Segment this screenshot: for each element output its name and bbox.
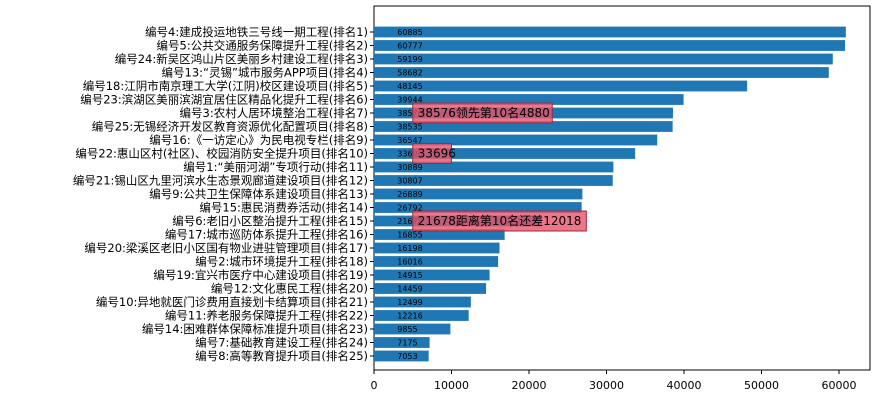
value-label-13: 26889 xyxy=(397,190,422,199)
bar-5 xyxy=(374,80,748,92)
bar-1 xyxy=(374,26,846,38)
value-label-11: 30889 xyxy=(397,163,422,172)
category-label-19: 编号19:宜兴市医疗中心建设项目(排名19) xyxy=(153,268,368,282)
bar-4 xyxy=(374,67,829,78)
bar-23 xyxy=(374,323,451,335)
category-label-23: 编号14:困难群体保障标准提升项目(排名23) xyxy=(142,322,368,336)
value-label-17: 16198 xyxy=(397,244,422,253)
category-label-5: 编号18:江阴市南京理工大学(江阴)校区建设项目(排名5) xyxy=(83,79,368,93)
category-labels-group: 编号4:建成投运地铁三号线一期工程(排名1)编号5:公共交通服务保障提升工程(排… xyxy=(73,25,374,363)
value-label-18: 16016 xyxy=(397,258,422,267)
category-label-6: 编号23:滨湖区美丽滨湖宜居住区精品化提升工程(排名6) xyxy=(80,93,368,107)
bar-11 xyxy=(374,161,614,173)
category-label-12: 编号21:锡山区九里河滨水生态景观廊道建设项目(排名12) xyxy=(73,174,368,188)
bar-12 xyxy=(374,175,613,186)
category-label-14: 编号15:惠民消费券活动(排名14) xyxy=(199,201,368,215)
annotation-box-1 xyxy=(412,102,553,124)
bar-24 xyxy=(374,337,430,348)
value-label-2: 60777 xyxy=(397,42,422,51)
x-tick-label-5: 40000 xyxy=(667,379,702,392)
value-label-5: 48145 xyxy=(397,82,422,91)
category-label-1: 编号4:建成投运地铁三号线一期工程(排名1) xyxy=(145,25,368,39)
category-label-9: 编号16:《一访定心》为民电视专栏(排名9) xyxy=(149,133,368,147)
value-label-15: 21678 xyxy=(397,217,422,226)
category-label-15: 编号6:老旧小区整治提升工程(排名15) xyxy=(172,214,368,228)
bar-17 xyxy=(374,242,500,254)
value-label-4: 58682 xyxy=(397,69,422,78)
bar-8 xyxy=(374,121,673,132)
category-label-18: 编号2:城市环境提升工程(排名18) xyxy=(195,255,368,269)
value-label-24: 7175 xyxy=(397,339,417,348)
x-tick-label-2: 10000 xyxy=(434,379,469,392)
value-label-14: 26792 xyxy=(397,204,422,213)
bar-22 xyxy=(374,310,469,321)
value-label-1: 60885 xyxy=(397,28,422,37)
category-label-20: 编号12:文化惠民工程(排名20) xyxy=(211,282,368,296)
x-tick-label-6: 50000 xyxy=(744,379,779,392)
annotation-text-1: 38576领先第10名4880 xyxy=(418,105,550,120)
value-label-9: 36547 xyxy=(397,136,422,145)
category-label-10: 编号22:惠山区村(社区)、校园消防安全提升项目(排名10) xyxy=(75,147,368,161)
category-label-8: 编号25:无锡经济开发区教育资源优化配置项目(排名8) xyxy=(92,120,368,134)
category-label-17: 编号20:梁溪区老旧小区国有物业进驻管理项目(排名17) xyxy=(84,241,368,255)
value-label-10: 33696 xyxy=(397,150,422,159)
annotation-box-2 xyxy=(412,143,452,164)
bar-25 xyxy=(374,350,429,362)
x-axis-ticks-group: 0 10000 20000 30000 40000 50000 60000 xyxy=(371,370,857,392)
category-label-21: 编号10:异地就医门诊费用直接划卡结算项目(排名21) xyxy=(96,295,368,309)
x-tick-label-7: 60000 xyxy=(822,379,857,392)
bar-14 xyxy=(374,202,582,213)
x-tick-label-3: 20000 xyxy=(512,379,547,392)
annotation-text-3: 21678距离第10名还差12018 xyxy=(418,213,582,228)
value-label-19: 14915 xyxy=(397,271,422,280)
annotation-text-2: 33696 xyxy=(418,147,456,161)
bar-13 xyxy=(374,188,583,200)
category-label-24: 编号7:基础教育建设工程(排名24) xyxy=(195,336,368,350)
x-tick-label-4: 30000 xyxy=(589,379,624,392)
bar-9 xyxy=(374,134,658,146)
value-label-23: 9855 xyxy=(397,325,417,334)
bar-21 xyxy=(374,296,471,308)
category-label-3: 编号24:新吴区鸿山片区美丽乡村建设工程(排名3) xyxy=(115,52,368,66)
category-label-4: 编号13:“灵锡”城市服务APP项目(排名4) xyxy=(162,66,368,80)
annotation-box-3 xyxy=(412,210,587,232)
value-label-7: 38576 xyxy=(397,109,422,118)
value-label-16: 16855 xyxy=(397,231,422,240)
bar-16 xyxy=(374,229,505,240)
value-label-12: 30807 xyxy=(397,177,422,186)
category-label-11: 编号1:“美丽河湖”专项行动(排名11) xyxy=(183,160,368,174)
value-labels-group: 60885 60777 59199 58682 48145 39944 38576 38535… xyxy=(397,28,422,361)
bar-20 xyxy=(374,283,487,294)
category-label-25: 编号8:高等教育提升项目(排名25) xyxy=(195,349,368,363)
category-label-22: 编号11:养老服务保障提升工程(排名22) xyxy=(165,309,368,323)
value-label-20: 14459 xyxy=(397,285,422,294)
value-label-21: 12499 xyxy=(397,298,422,307)
bar-18 xyxy=(374,256,499,267)
value-label-6: 39944 xyxy=(397,96,422,105)
bar-6 xyxy=(374,94,684,105)
plot-area xyxy=(373,5,871,371)
value-label-8: 38535 xyxy=(397,123,422,132)
bar-2 xyxy=(374,40,846,51)
category-label-16: 编号17:城市巡防体系提升工程(排名16) xyxy=(165,228,368,242)
value-label-22: 12216 xyxy=(397,312,422,321)
bar-19 xyxy=(374,269,490,281)
category-label-7: 编号3:农村人居环境整治工程(排名7) xyxy=(180,106,368,120)
value-label-3: 59199 xyxy=(397,55,422,64)
category-label-13: 编号9:公共卫生保障体系建设项目(排名13) xyxy=(149,187,368,201)
x-tick-label-1: 0 xyxy=(371,379,378,392)
bar-3 xyxy=(374,53,833,65)
annotations-group: 38576领先第10名4880 33696 21678距离第10名还差12018 xyxy=(412,102,587,232)
bar-10 xyxy=(374,148,636,159)
value-label-25: 7053 xyxy=(397,352,417,361)
category-label-2: 编号5:公共交通服务保障提升工程(排名2) xyxy=(157,39,368,53)
